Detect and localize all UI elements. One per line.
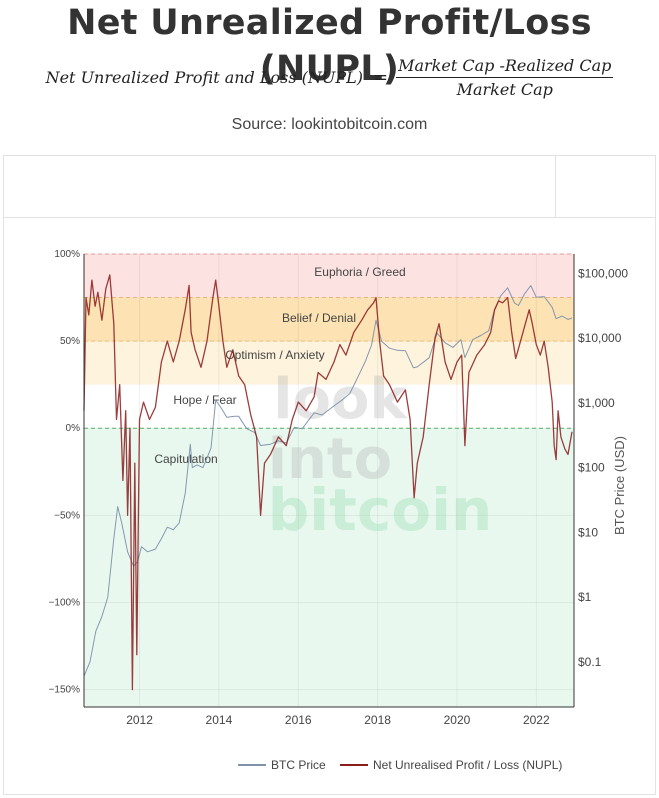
watermark-text: bitcoin xyxy=(268,476,493,544)
y-right-axis-title: BTC Price (USD) xyxy=(612,436,627,535)
zone-label-capitulation: Capitulation xyxy=(154,452,217,466)
formula-fraction: Market Cap -Realized Cap Market Cap xyxy=(396,56,614,99)
y-left-tick-label: 100% xyxy=(54,249,80,260)
y-right-tick-label: $100 xyxy=(578,461,605,475)
x-tick-label: 2020 xyxy=(444,713,471,727)
formula-lhs: Net Unrealized Profit and Loss (NUPL) xyxy=(45,67,363,87)
x-tick-label: 2014 xyxy=(206,713,233,727)
legend-label-nupl: Net Unrealised Profit / Loss (NUPL) xyxy=(373,758,562,772)
legend-label-btc-price: BTC Price xyxy=(271,758,326,772)
y-right-tick-label: $10,000 xyxy=(578,331,622,345)
chart-toolbar-area xyxy=(4,156,655,218)
formula-equals: = xyxy=(373,66,389,88)
x-tick-label: 2018 xyxy=(364,713,391,727)
y-right-tick-label: $10 xyxy=(578,525,598,539)
nupl-line xyxy=(83,274,573,691)
nupl-formula: Net Unrealized Profit and Loss (NUPL) = … xyxy=(0,52,659,102)
formula-denominator: Market Cap xyxy=(456,79,553,99)
y-right-tick-label: $0.1 xyxy=(578,655,602,669)
zone-band-euphoria-greed xyxy=(84,254,574,298)
zone-label-hope-fear: Hope / Fear xyxy=(173,393,236,407)
y-left-tick-label: −50% xyxy=(54,510,80,521)
page-title: Net Unrealized Profit/Loss (NUPL) xyxy=(67,3,592,89)
x-tick-label: 2016 xyxy=(285,713,312,727)
x-tick-label: 2022 xyxy=(523,713,550,727)
y-right-tick-label: $1 xyxy=(578,590,592,604)
x-tick-label: 2012 xyxy=(126,713,153,727)
y-left-tick-label: 50% xyxy=(60,336,80,347)
zone-label-euphoria-greed: Euphoria / Greed xyxy=(314,265,405,279)
y-right-tick-label: $1,000 xyxy=(578,396,615,410)
formula-numerator: Market Cap -Realized Cap xyxy=(396,56,614,78)
zone-label-optimism-anxiety: Optimism / Anxiety xyxy=(225,348,324,362)
y-left-tick-label: −150% xyxy=(49,685,81,696)
zone-band-capitulation xyxy=(84,428,574,707)
zone-label-belief-denial: Belief / Denial xyxy=(282,311,356,325)
watermark-text: look xyxy=(273,367,408,432)
y-left-tick-label: 0% xyxy=(66,423,81,434)
source-text: Source: lookintobitcoin.com xyxy=(231,116,428,133)
zone-band-hope-fear xyxy=(84,384,574,429)
y-right-tick-label: $100,000 xyxy=(578,266,628,280)
y-left-tick-label: −100% xyxy=(49,597,81,608)
toolbar-divider xyxy=(555,156,556,218)
